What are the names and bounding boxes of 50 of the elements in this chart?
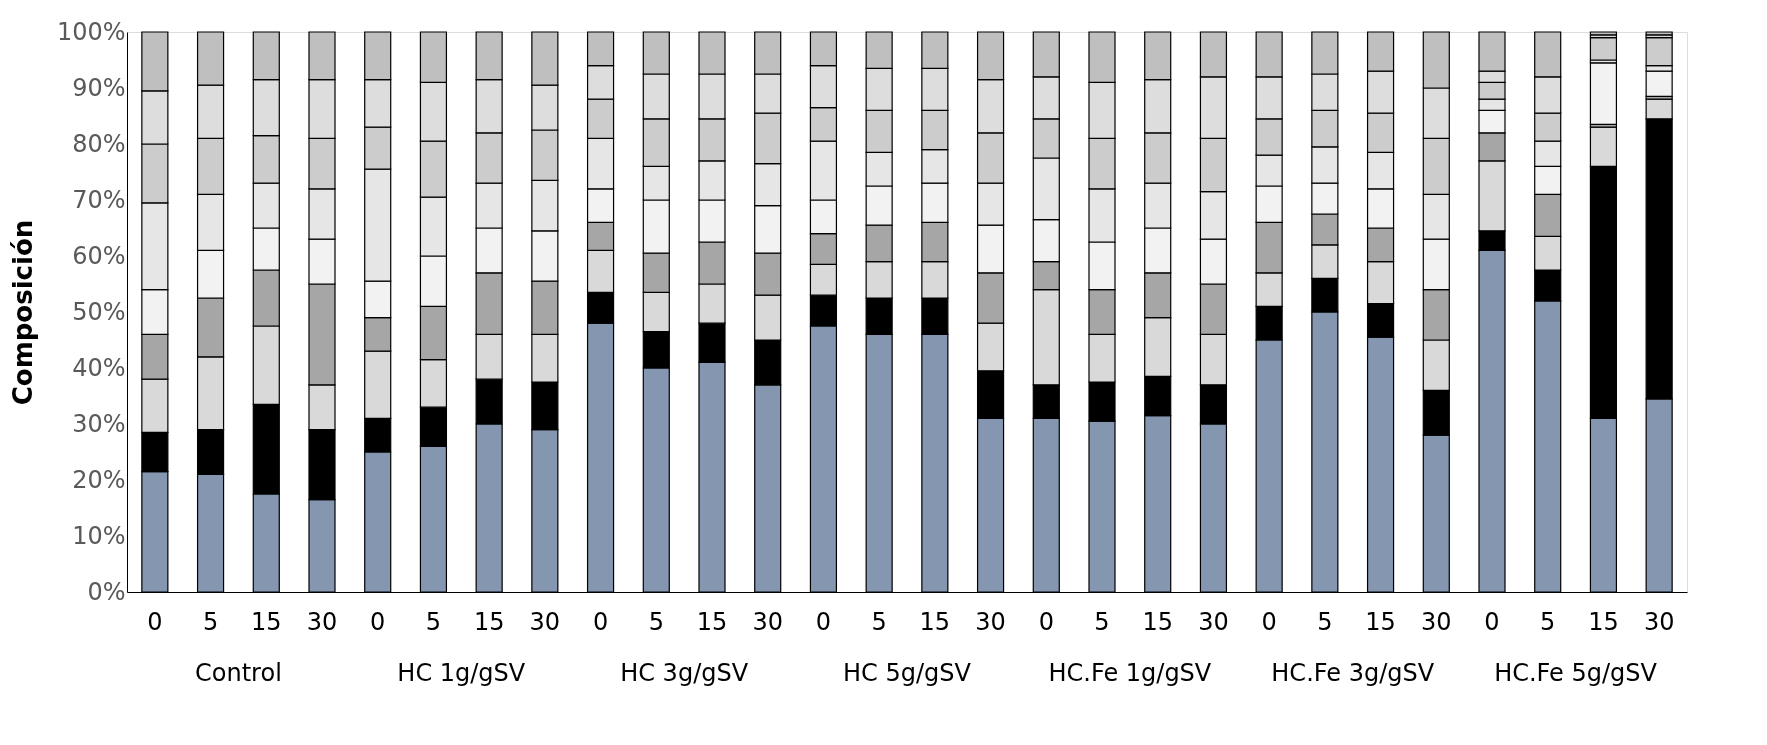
- x-tick-label: 0: [147, 607, 163, 636]
- x-tick-label: 30: [529, 607, 561, 636]
- text: HC 3g/gSV: [620, 659, 749, 687]
- x-tick-label: 5: [1540, 607, 1556, 636]
- text: HC.Fe 3g/gSV: [1271, 659, 1435, 687]
- x-tick-label: 15: [251, 607, 282, 636]
- y-tick-label: 80%: [72, 129, 126, 158]
- x-tick-label: 5: [202, 607, 219, 636]
- text: HC 5g/gSV: [843, 659, 972, 687]
- x-tick-label: 0: [1038, 607, 1054, 636]
- y-tick-label: 60%: [72, 241, 126, 270]
- x-tick-label: 15: [473, 607, 505, 636]
- x-tick-label: 15: [1142, 607, 1173, 636]
- x-tick-label: 15: [919, 607, 951, 636]
- x-tick-label: 0: [370, 607, 386, 636]
- x-tick-label: 30: [975, 607, 1006, 636]
- y-tick-label: 10%: [72, 521, 126, 550]
- y-tick-label: 50%: [72, 297, 126, 326]
- x-tick-label: 15: [1365, 607, 1396, 636]
- x-tick-label: 30: [1421, 607, 1452, 636]
- bar: [1589, 62, 1618, 125]
- x-tick-label: 0: [1484, 607, 1500, 636]
- x-tick-label: 15: [696, 607, 728, 636]
- text: Control: [195, 659, 282, 687]
- y-tick-label: 0%: [87, 577, 126, 606]
- bar: [1645, 70, 1673, 97]
- y-tick-label: 40%: [72, 353, 126, 382]
- x-tick-label: 30: [752, 607, 783, 636]
- x-tick-label: 0: [592, 607, 609, 636]
- x-tick-label: 5: [1094, 607, 1110, 636]
- y-tick-label: 90%: [72, 73, 126, 102]
- x-tick-label: 15: [1588, 607, 1619, 636]
- x-tick-label: 30: [306, 607, 338, 636]
- text: HC.Fe 1g/gSV: [1048, 659, 1212, 687]
- text: HC.Fe 5g/gSV: [1494, 659, 1658, 687]
- y-axis-title: Composición: [7, 219, 38, 406]
- y-tick-label: 30%: [72, 409, 126, 438]
- y-tick-label: 70%: [72, 185, 126, 214]
- x-tick-label: 5: [648, 607, 664, 636]
- text: HC 1g/gSV: [397, 659, 526, 687]
- x-tick-label: 0: [1261, 607, 1277, 636]
- x-tick-label: 5: [871, 607, 887, 636]
- x-tick-label: 30: [1198, 607, 1229, 636]
- bar: [1589, 37, 1618, 61]
- x-tick-label: 5: [425, 607, 442, 636]
- x-tick-label: 5: [1317, 607, 1333, 636]
- x-tick-label: 30: [1643, 607, 1675, 636]
- y-tick-label: 20%: [72, 465, 126, 494]
- x-tick-label: 0: [815, 607, 832, 636]
- y-tick-label: 100%: [56, 17, 126, 46]
